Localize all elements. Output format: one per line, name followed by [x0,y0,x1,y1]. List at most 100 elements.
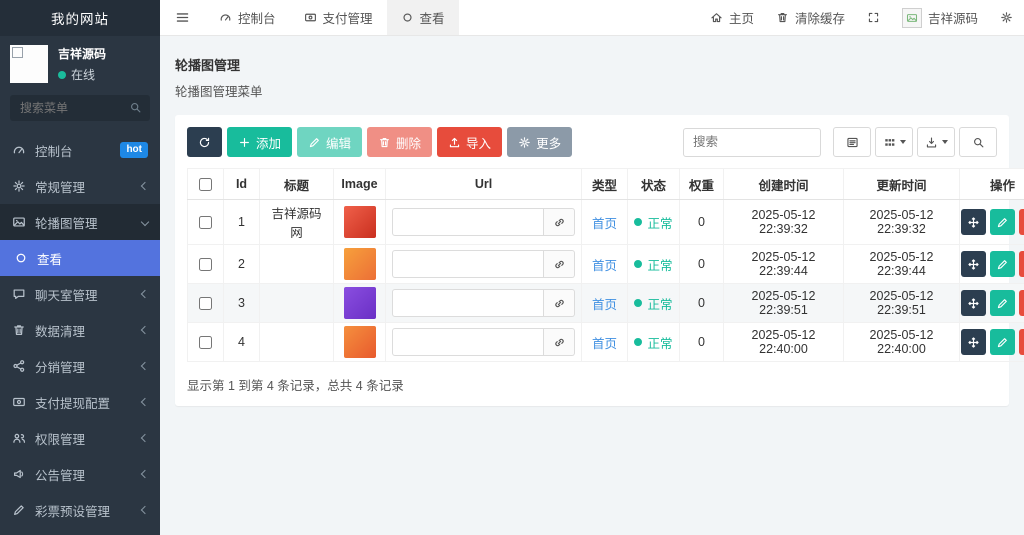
cell-id: 1 [223,199,260,245]
navbar-clear-cache[interactable]: 清除缓存 [765,0,856,35]
caret-down-icon [899,140,906,144]
brand-title: 我的网站 [0,0,160,36]
export-button[interactable] [917,127,955,157]
row-edit-button[interactable] [990,209,1015,235]
navbar-fullscreen[interactable] [856,0,891,35]
type-link[interactable]: 首页 [591,297,617,312]
sidebar-search-input[interactable] [10,95,150,121]
url-input[interactable] [392,289,544,317]
sidebar-item-4[interactable]: 数据清理 [0,312,160,348]
row-checkbox[interactable] [199,297,212,311]
status-dot-icon [634,218,643,226]
column-header[interactable]: 操作 [959,168,1024,200]
type-link[interactable]: 首页 [591,336,617,351]
table-body: 1 吉祥源码网 首页 正常 0 2025-05-12 22:39:32 2025-05-12… [187,199,1024,362]
nav-tab-1[interactable]: 支付管理 [290,0,387,35]
row-checkbox[interactable] [199,258,212,272]
cell-weight: 0 [679,199,724,245]
chevron-left-icon [140,505,150,515]
navbar-settings[interactable] [989,0,1024,35]
row-delete-button[interactable] [1019,329,1024,355]
row-delete-button[interactable] [1019,290,1024,316]
nav-tab-2[interactable]: 查看 [386,0,459,35]
banner-thumbnail[interactable] [343,287,376,319]
link-icon [554,260,564,268]
column-header[interactable]: 状态 [627,168,680,200]
url-link-button[interactable] [544,208,575,236]
column-header[interactable]: 更新时间 [843,168,960,200]
column-header[interactable]: Image [333,168,386,200]
navbar-user[interactable]: 吉祥源码 [891,0,989,35]
sidebar-item-0[interactable]: 控制台 hot [0,132,160,168]
navbar-home[interactable]: 主页 [699,0,765,35]
column-header[interactable]: 权重 [679,168,724,200]
sidebar-item-8[interactable]: 公告管理 [0,456,160,492]
gear-icon [1001,12,1012,23]
row-move-button[interactable] [961,290,986,316]
row-delete-button[interactable] [1019,251,1024,277]
status-toggle[interactable]: 正常 [634,333,673,352]
sidebar-subitem[interactable]: 查看 [0,240,160,276]
banner-thumbnail[interactable] [343,326,376,358]
row-checkbox[interactable] [199,336,212,350]
url-link-button[interactable] [544,289,575,317]
table-row: 4 首页 正常 0 2025-05-12 22:40:00 2025-05-12 22:4… [187,322,1024,362]
column-header[interactable]: Id [223,168,260,200]
row-edit-button[interactable] [990,290,1015,316]
more-button[interactable]: 更多 [507,127,573,157]
trash-icon [14,325,24,335]
column-header[interactable]: 类型 [581,168,628,200]
url-link-button[interactable] [544,328,575,356]
url-input[interactable] [392,328,544,356]
cell-title [259,322,334,362]
row-edit-button[interactable] [990,251,1015,277]
sidebar-toggle-button[interactable] [160,0,205,35]
sidebar-item-3[interactable]: 聊天室管理 [0,276,160,312]
add-button[interactable]: 添加 [227,127,293,157]
page-subtitle: 轮播图管理菜单 [175,85,263,99]
page-title: 轮播图管理 [175,58,241,73]
type-link[interactable]: 首页 [591,258,617,273]
row-delete-button[interactable] [1019,209,1024,235]
edit-button[interactable]: 编辑 [297,127,363,157]
bullhorn-icon [14,469,24,479]
type-link[interactable]: 首页 [591,216,617,231]
row-move-button[interactable] [961,209,986,235]
magnifier-icon [973,137,983,147]
import-button[interactable]: 导入 [437,127,503,157]
sidebar-item-1[interactable]: 常规管理 [0,168,160,204]
column-header[interactable]: 标题 [259,168,334,200]
move-icon [968,216,979,228]
status-dot-icon [634,338,643,346]
sidebar-item-5[interactable]: 分销管理 [0,348,160,384]
sidebar-item-2[interactable]: 轮播图管理 [0,204,160,240]
search-toggle-button[interactable] [959,127,997,157]
toggle-view-button[interactable] [833,127,871,157]
delete-button[interactable]: 删除 [367,127,433,157]
url-input[interactable] [392,250,544,278]
sidebar-item-9[interactable]: 彩票预设管理 [0,492,160,528]
sidebar-item-7[interactable]: 权限管理 [0,420,160,456]
url-input[interactable] [392,208,544,236]
refresh-button[interactable] [187,127,222,157]
banner-thumbnail[interactable] [343,206,376,238]
status-toggle[interactable]: 正常 [634,255,673,274]
columns-button[interactable] [875,127,913,157]
status-toggle[interactable]: 正常 [634,213,673,232]
pencil-icon [997,259,1007,269]
status-toggle[interactable]: 正常 [634,294,673,313]
column-header[interactable]: 创建时间 [723,168,844,200]
banner-thumbnail[interactable] [343,248,376,280]
row-checkbox[interactable] [199,216,212,230]
select-all-checkbox[interactable] [199,178,212,192]
column-header[interactable]: Url [385,168,582,200]
table-search-input[interactable] [683,127,821,157]
user-panel: 吉祥源码 在线 [0,36,160,90]
row-edit-button[interactable] [990,329,1015,355]
sidebar-item-6[interactable]: 支付提现配置 [0,384,160,420]
sidebar-item-10[interactable]: 任务管理 [0,528,160,535]
row-move-button[interactable] [961,251,986,277]
nav-tab-0[interactable]: 控制台 [205,0,290,35]
url-link-button[interactable] [544,250,575,278]
row-move-button[interactable] [961,329,986,355]
